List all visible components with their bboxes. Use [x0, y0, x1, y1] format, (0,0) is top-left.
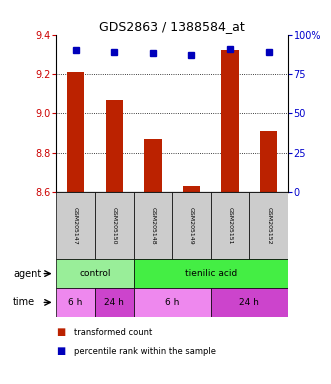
Bar	[106, 99, 123, 192]
Bar	[56, 259, 133, 288]
Bar	[95, 288, 133, 317]
Text: control: control	[79, 269, 111, 278]
Text: GSM205147: GSM205147	[73, 207, 78, 245]
Bar	[183, 186, 200, 192]
Text: agent: agent	[13, 268, 41, 279]
Bar	[95, 192, 133, 259]
Bar	[133, 192, 172, 259]
Text: GSM205148: GSM205148	[150, 207, 155, 244]
Title: GDS2863 / 1388584_at: GDS2863 / 1388584_at	[99, 20, 245, 33]
Bar	[211, 192, 249, 259]
Text: tienilic acid: tienilic acid	[185, 269, 237, 278]
Text: time: time	[13, 297, 35, 308]
Bar	[133, 259, 288, 288]
Bar	[56, 192, 95, 259]
Bar	[249, 192, 288, 259]
Text: 6 h: 6 h	[69, 298, 83, 307]
Text: 24 h: 24 h	[239, 298, 259, 307]
Bar	[133, 288, 211, 317]
Bar	[67, 72, 84, 192]
Text: ■: ■	[56, 346, 66, 356]
Text: GSM205149: GSM205149	[189, 207, 194, 245]
Bar	[260, 131, 277, 192]
Text: transformed count: transformed count	[74, 328, 153, 337]
Text: GSM205151: GSM205151	[227, 207, 233, 244]
Text: ■: ■	[56, 327, 66, 337]
Text: 6 h: 6 h	[165, 298, 179, 307]
Bar	[56, 288, 95, 317]
Text: GSM205152: GSM205152	[266, 207, 271, 244]
Bar	[211, 288, 288, 317]
Bar	[221, 50, 239, 192]
Text: GSM205150: GSM205150	[112, 207, 117, 244]
Text: percentile rank within the sample: percentile rank within the sample	[74, 347, 216, 356]
Text: 24 h: 24 h	[104, 298, 124, 307]
Bar	[172, 192, 211, 259]
Bar	[144, 139, 162, 192]
